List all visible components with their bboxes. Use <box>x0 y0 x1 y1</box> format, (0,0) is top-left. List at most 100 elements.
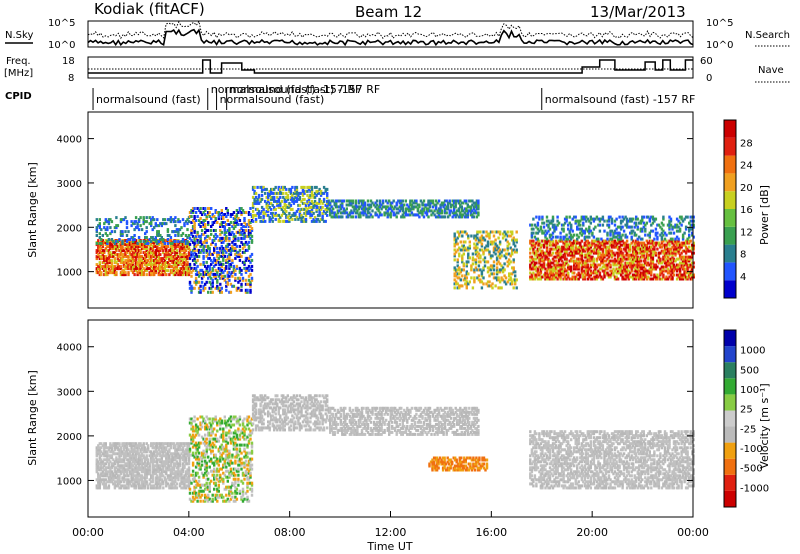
scatter-cell <box>576 263 579 267</box>
scatter-cell <box>514 274 517 278</box>
scatter-cell <box>607 273 611 277</box>
scatter-cell <box>412 213 415 217</box>
scatter-cell <box>681 237 685 241</box>
scatter-cell <box>244 229 248 232</box>
scatter-cell <box>533 223 537 227</box>
scatter-cell <box>214 219 217 222</box>
scatter-cell <box>547 257 550 261</box>
scatter-cell <box>169 253 173 257</box>
scatter-cell <box>542 225 546 229</box>
scatter-cell <box>113 446 117 450</box>
scatter-cell <box>153 226 156 230</box>
scatter-cell <box>588 241 591 245</box>
scatter-cell <box>467 234 470 238</box>
scatter-cell <box>351 211 355 215</box>
scatter-cell <box>633 225 636 229</box>
scatter-cell <box>241 260 245 264</box>
scatter-cell <box>562 271 565 275</box>
scatter-cell <box>651 241 655 245</box>
scatter-cell <box>142 247 145 251</box>
scatter-cell <box>592 271 596 275</box>
scatter-cell <box>491 286 494 290</box>
scatter-cell <box>157 243 160 247</box>
scatter-cell <box>205 266 208 270</box>
scatter-cell <box>335 213 338 217</box>
scatter-cell <box>488 284 491 288</box>
scatter-cell <box>603 269 606 273</box>
scatter-cell <box>131 247 135 251</box>
scatter-cell <box>633 233 636 237</box>
scatter-cell <box>401 213 404 217</box>
scatter-cell <box>121 470 124 474</box>
scatter-cell <box>672 257 676 261</box>
scatter-cell <box>530 257 534 261</box>
scatter-cell <box>616 231 620 235</box>
scatter-cell <box>234 221 237 224</box>
scatter-cell <box>462 230 465 234</box>
scatter-cell <box>225 236 228 240</box>
scatter-cell <box>629 263 632 267</box>
scatter-cell <box>606 249 609 253</box>
scatter-cell <box>594 267 597 271</box>
scatter-cell <box>530 243 534 247</box>
scatter-cell <box>262 207 265 211</box>
scatter-cell <box>172 273 176 277</box>
scatter-cell <box>686 239 689 243</box>
scatter-cell <box>641 267 644 271</box>
scatter-cell <box>97 482 100 486</box>
scatter-cell <box>683 249 686 253</box>
scatter-cell <box>244 270 248 274</box>
scatter-cell <box>565 261 568 265</box>
scatter-cell <box>175 230 179 234</box>
scatter-cell <box>659 259 662 263</box>
scatter-cell <box>106 234 109 237</box>
scatter-cell <box>636 261 639 265</box>
scatter-cell <box>684 259 688 263</box>
scatter-cell <box>665 257 668 261</box>
scatter-cell <box>134 261 138 265</box>
scatter-cell <box>630 241 633 245</box>
scatter-cell <box>638 247 641 251</box>
scatter-cell <box>174 257 177 261</box>
scatter-cell <box>616 267 620 271</box>
scatter-cell <box>633 221 636 225</box>
scatter-cell <box>692 225 695 229</box>
scatter-cell <box>532 247 535 251</box>
scatter-cell <box>458 268 461 272</box>
scatter-cell <box>243 234 246 238</box>
scatter-cell <box>627 255 630 259</box>
scatter-cell <box>109 478 112 482</box>
scatter-cell <box>418 205 421 209</box>
scatter-cell <box>451 199 454 203</box>
scatter-cell <box>128 263 132 267</box>
scatter-cell <box>225 288 228 292</box>
scatter-cell <box>477 201 480 205</box>
scatter-cell <box>142 216 145 220</box>
scatter-cell <box>650 245 653 249</box>
scatter-cell <box>650 267 653 271</box>
scatter-cell <box>101 472 104 476</box>
scatter-cell <box>556 253 559 257</box>
scatter-cell <box>137 263 141 267</box>
scatter-cell <box>577 221 580 225</box>
scatter-cell <box>485 282 488 286</box>
scatter-cell <box>133 234 136 237</box>
scatter-cell <box>684 225 688 229</box>
scatter-cell <box>461 256 464 260</box>
scatter-cell <box>668 247 671 251</box>
scatter-cell <box>645 243 648 247</box>
scatter-cell <box>134 259 138 263</box>
scatter-cell <box>509 276 512 280</box>
scatter-cell <box>473 246 476 250</box>
scatter-cell <box>107 466 111 470</box>
scatter-cell <box>548 271 552 275</box>
scatter-cell <box>115 226 118 230</box>
scatter-cell <box>472 205 476 209</box>
scatter-cell <box>169 249 173 253</box>
scatter-cell <box>595 243 599 247</box>
scatter-cell <box>624 245 627 249</box>
scatter-cell <box>267 213 270 217</box>
scatter-cell <box>136 226 139 230</box>
scatter-cell <box>196 264 199 268</box>
scatter-cell <box>621 257 624 261</box>
